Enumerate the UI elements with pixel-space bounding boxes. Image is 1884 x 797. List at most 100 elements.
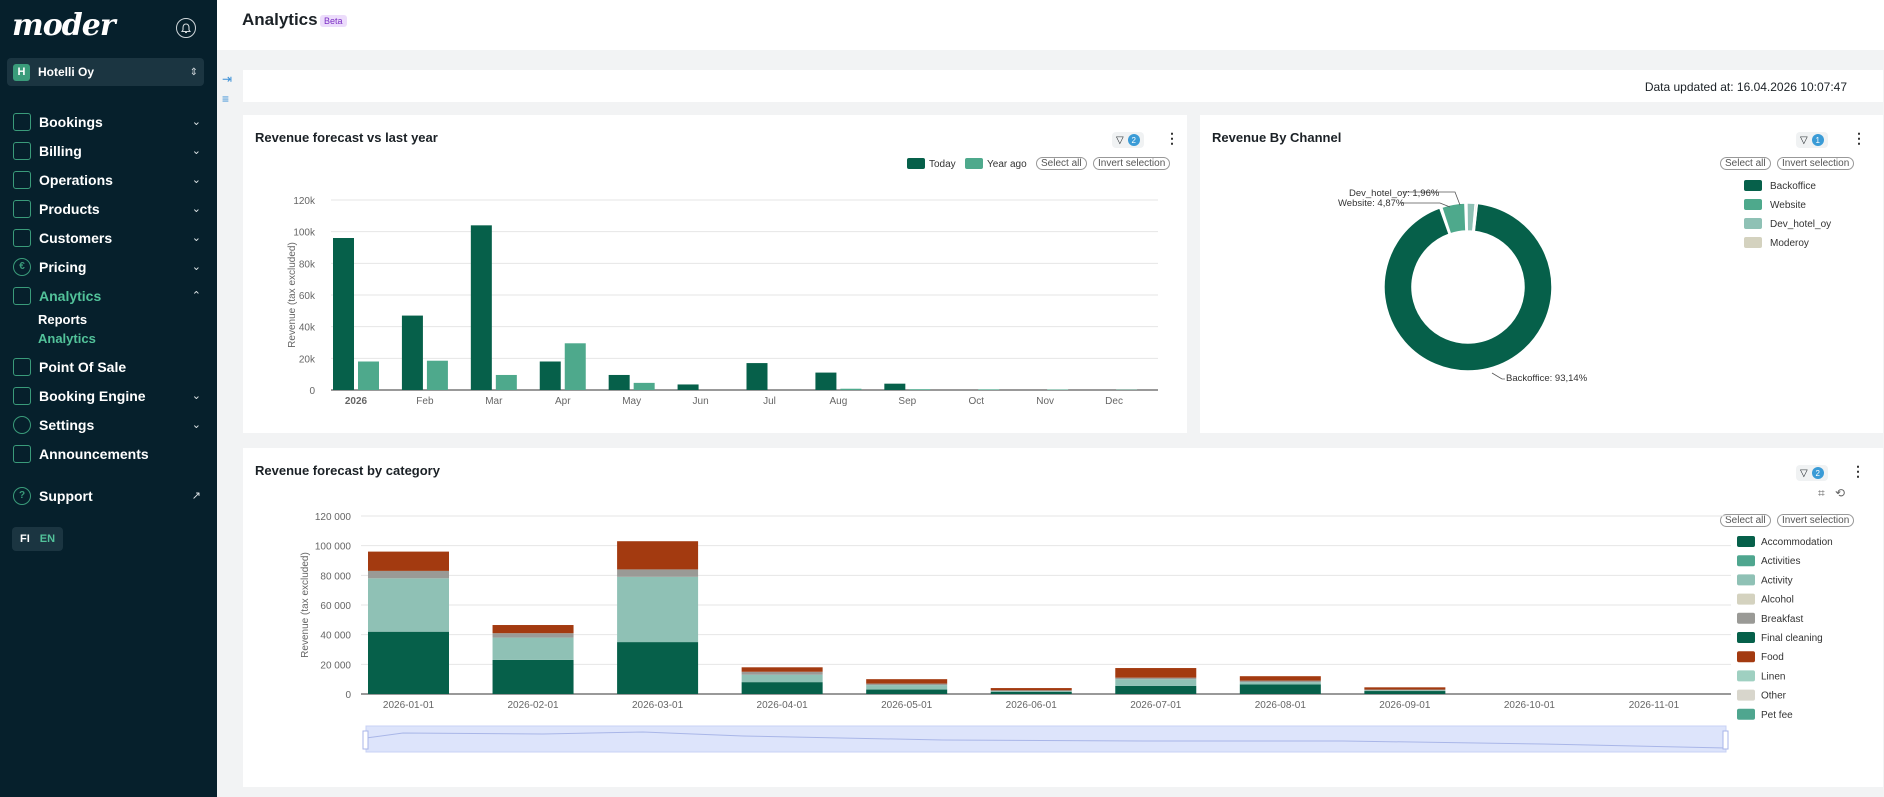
y-tick-label: 80 000 [320, 571, 351, 582]
legend-swatch [1737, 536, 1755, 547]
nav-billing[interactable]: Billing ⌄ [0, 136, 217, 165]
lang-fi[interactable]: FI [20, 533, 30, 545]
legend-swatch [1737, 689, 1755, 701]
filter-icon[interactable]: ≡ [222, 92, 230, 106]
bar-year-ago [978, 389, 1000, 390]
invert-selection-button[interactable]: Invert selection [1777, 514, 1855, 527]
nav-booking-engine[interactable]: Booking Engine ⌄ [0, 381, 217, 410]
nav-label: Pricing [39, 258, 87, 275]
bar-today [470, 225, 492, 390]
nav-pricing[interactable]: € Pricing ⌄ [0, 252, 217, 281]
nav-analytics[interactable]: Analytics ⌃ [0, 281, 217, 310]
nav-label: Booking Engine [39, 387, 146, 404]
bar-segment-accommodation [990, 691, 1072, 694]
y-tick-label: 0 [309, 386, 315, 397]
x-tick-label: 2026-10-01 [1504, 700, 1556, 711]
x-tick-label: Feb [416, 396, 434, 407]
pie-label-line [1403, 191, 1461, 206]
filter-button[interactable]: ▽ 2 [1796, 465, 1828, 481]
beta-badge: Beta [320, 15, 347, 27]
bar-segment-breakfast [1115, 677, 1197, 680]
legend-label: Today [929, 159, 956, 170]
bar-segment-food [492, 625, 574, 634]
bar-segment-food [617, 541, 699, 570]
more-options-icon[interactable]: ⋮ [1852, 130, 1866, 146]
pie-label: Website: 4,87% [1338, 198, 1405, 209]
legend-label: Pet fee [1761, 710, 1793, 721]
x-tick-label: 2026-03-01 [632, 700, 684, 711]
euro-icon: € [13, 257, 31, 276]
nav-settings[interactable]: Settings ⌄ [0, 410, 217, 439]
nav-sub-reports[interactable]: Reports [38, 312, 88, 327]
language-switcher: FI EN [12, 527, 64, 551]
document-chart-icon [13, 286, 31, 305]
filter-button[interactable]: ▽ 2 [1112, 132, 1144, 148]
x-tick-label: Jul [763, 396, 776, 407]
nav-announcements[interactable]: Announcements [0, 439, 217, 468]
moder-logo[interactable]: moder [12, 8, 116, 43]
bar-segment-activity [1239, 682, 1321, 685]
bar-segment-food [368, 551, 449, 571]
invert-selection-button[interactable]: Invert selection [1777, 157, 1855, 170]
page-title: Analytics [242, 10, 318, 29]
legend-label: Breakfast [1761, 614, 1803, 625]
lang-en[interactable]: EN [39, 533, 56, 545]
sidebar: moder H Hotelli Oy ⇕ Bookings ⌄ Billing ⌄ … [0, 0, 217, 797]
bar-segment-accommodation [741, 682, 823, 694]
x-tick-label: 2026-04-01 [757, 700, 809, 711]
legend-swatch [1737, 612, 1755, 624]
nav-operations[interactable]: Operations ⌄ [0, 165, 217, 194]
legend-label: Linen [1761, 671, 1785, 682]
y-tick-label: 120 000 [315, 512, 352, 523]
more-options-icon[interactable]: ⋮ [1851, 463, 1865, 479]
x-tick-label: 2026-05-01 [881, 700, 933, 711]
nav-bookings[interactable]: Bookings ⌄ [0, 107, 217, 136]
y-tick-label: 40 000 [320, 631, 351, 642]
reset-zoom-icon[interactable]: ⟲ [1835, 486, 1846, 500]
select-all-button[interactable]: Select all [1036, 157, 1087, 170]
more-options-icon[interactable]: ⋮ [1165, 130, 1179, 146]
pie-label: Dev_hotel_oy: 1,96% [1349, 188, 1440, 199]
filter-button[interactable]: ▽ 1 [1796, 132, 1828, 148]
select-all-button[interactable]: Select all [1720, 157, 1771, 170]
chevron-down-icon: ⌄ [191, 419, 201, 431]
invert-selection-button[interactable]: Invert selection [1093, 157, 1171, 170]
filter-icon: ▽ [1800, 134, 1808, 146]
bar-segment-activity [990, 691, 1072, 692]
select-all-button[interactable]: Select all [1720, 514, 1771, 527]
nav-sub-analytics[interactable]: Analytics [38, 331, 96, 346]
bar-segment-breakfast [866, 683, 948, 686]
data-zoom-slider [365, 725, 1727, 753]
y-axis-label: Revenue (tax excluded) [287, 242, 298, 348]
revenue-by-category-card: Revenue forecast by category ▽ 2 ⋮ ⌗ ⟲ Se… [243, 448, 1883, 787]
data-zoom-handle-right [1722, 730, 1729, 750]
nav-products[interactable]: Products ⌄ [0, 194, 217, 223]
legend-label: Accommodation [1761, 537, 1833, 548]
zoom-icon[interactable]: ⌗ [1818, 486, 1825, 500]
y-tick-label: 0 [345, 690, 351, 701]
data-zoom-preview-line [365, 731, 1727, 749]
organization-switcher[interactable]: H Hotelli Oy ⇕ [7, 58, 204, 86]
x-tick-label: 2026-06-01 [1006, 700, 1058, 711]
bell-icon[interactable] [176, 18, 196, 38]
legend-label: Moderoy [1770, 238, 1809, 249]
nav-customers[interactable]: Customers ⌄ [0, 223, 217, 252]
nav-point-of-sale[interactable]: Point Of Sale [0, 352, 217, 381]
bar-year-ago [633, 382, 655, 390]
legend-swatch [1737, 670, 1755, 682]
x-tick-label: Sep [898, 396, 916, 407]
expand-panel-icon[interactable]: ⇥ [222, 72, 233, 86]
nav-support[interactable]: ? Support ↗ [0, 481, 217, 510]
x-tick-label: Mar [485, 396, 503, 407]
filter-icon: ▽ [1800, 467, 1808, 479]
bar-year-ago [358, 361, 379, 390]
bar-segment-breakfast [368, 570, 449, 579]
chevron-down-icon: ⌄ [191, 116, 201, 128]
bar-segment-breakfast [1364, 689, 1446, 691]
legend-label: Other [1761, 691, 1787, 702]
nav-label: Analytics [39, 287, 102, 304]
legend-label: Dev_hotel_oy [1770, 219, 1831, 230]
x-tick-label: 2026-09-01 [1379, 700, 1431, 711]
bar-segment-activity [1364, 690, 1446, 692]
nav-label: Support [39, 487, 93, 504]
